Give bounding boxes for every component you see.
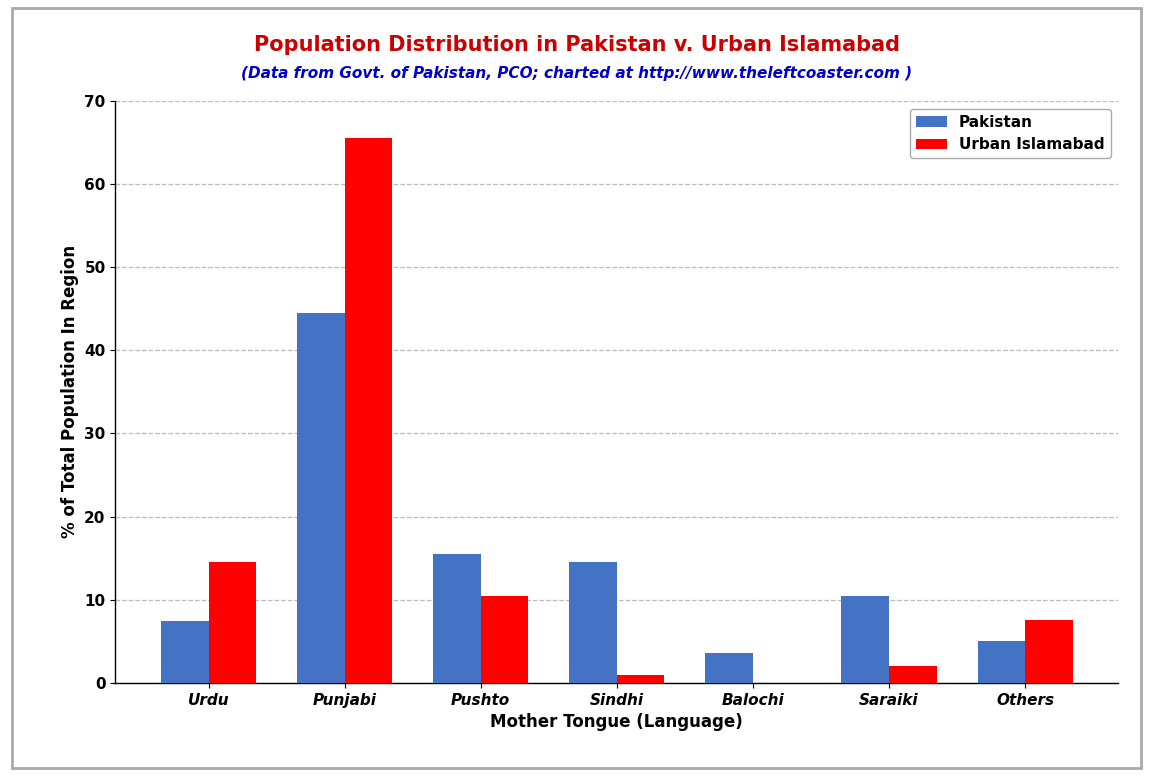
Bar [889,667,936,683]
Bar [481,596,528,683]
Text: (Data from Govt. of Pakistan, PCO; charted at http://www.theleftcoaster.com ): (Data from Govt. of Pakistan, PCO; chart… [241,66,912,81]
Bar [570,563,617,683]
Bar [1025,620,1072,683]
Bar [209,563,256,683]
Bar [617,674,664,683]
Bar [297,313,345,683]
Bar [706,653,753,683]
Legend: Pakistan, Urban Islamabad: Pakistan, Urban Islamabad [910,109,1110,158]
Text: Population Distribution in Pakistan v. Urban Islamabad: Population Distribution in Pakistan v. U… [254,35,899,55]
X-axis label: Mother Tongue (Language): Mother Tongue (Language) [490,713,744,731]
Bar [842,596,889,683]
Bar [345,138,392,683]
Bar [161,621,209,683]
Y-axis label: % of Total Population In Region: % of Total Population In Region [61,245,78,539]
Bar [978,641,1025,683]
Bar [434,554,481,683]
